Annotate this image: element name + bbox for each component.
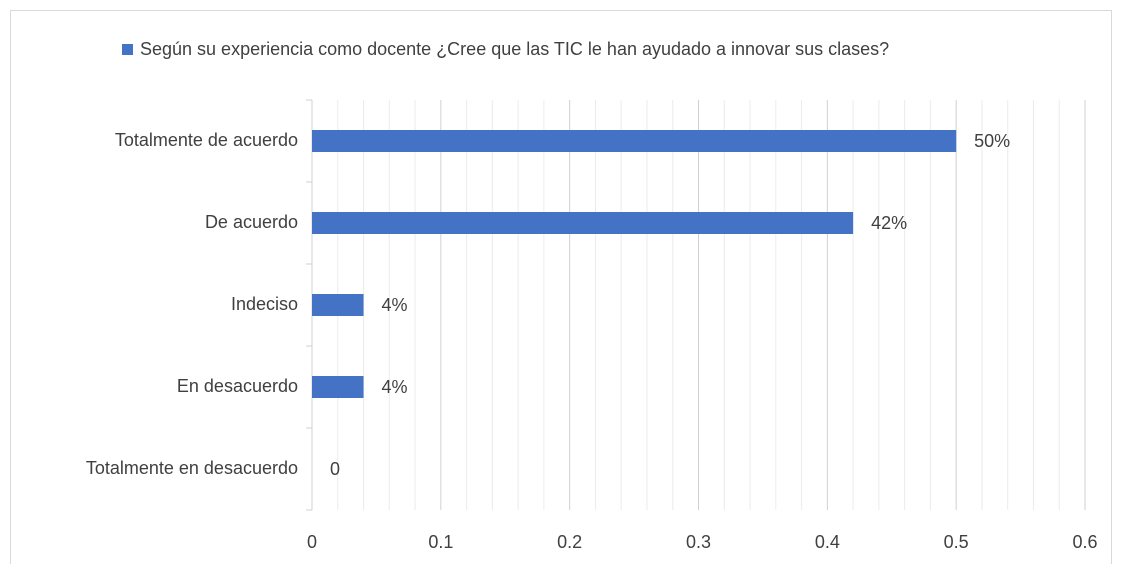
data-label: 4% — [382, 295, 408, 315]
x-tick-label: 0.2 — [557, 532, 582, 552]
x-tick-label: 0.4 — [815, 532, 840, 552]
data-label: 4% — [382, 377, 408, 397]
x-tick-label: 0.6 — [1072, 532, 1097, 552]
y-tick-label: Indeciso — [231, 294, 298, 314]
x-tick-label: 0.1 — [428, 532, 453, 552]
x-tick-label: 0.5 — [944, 532, 969, 552]
data-label: 42% — [871, 213, 907, 233]
legend-swatch — [122, 44, 133, 55]
chart-frame — [10, 10, 1112, 564]
data-label: 50% — [974, 131, 1010, 151]
y-tick-label: Totalmente de acuerdo — [115, 130, 298, 150]
data-label: 0 — [330, 459, 340, 479]
y-tick-label: Totalmente en desacuerdo — [86, 458, 298, 478]
y-tick-label: De acuerdo — [205, 212, 298, 232]
y-tick-label: En desacuerdo — [177, 376, 298, 396]
x-tick-label: 0 — [307, 532, 317, 552]
bar — [312, 130, 957, 152]
bar — [312, 212, 854, 234]
bar — [312, 376, 364, 398]
legend-label: Según su experiencia como docente ¿Cree … — [140, 39, 889, 59]
bar — [312, 294, 364, 316]
x-tick-label: 0.3 — [686, 532, 711, 552]
